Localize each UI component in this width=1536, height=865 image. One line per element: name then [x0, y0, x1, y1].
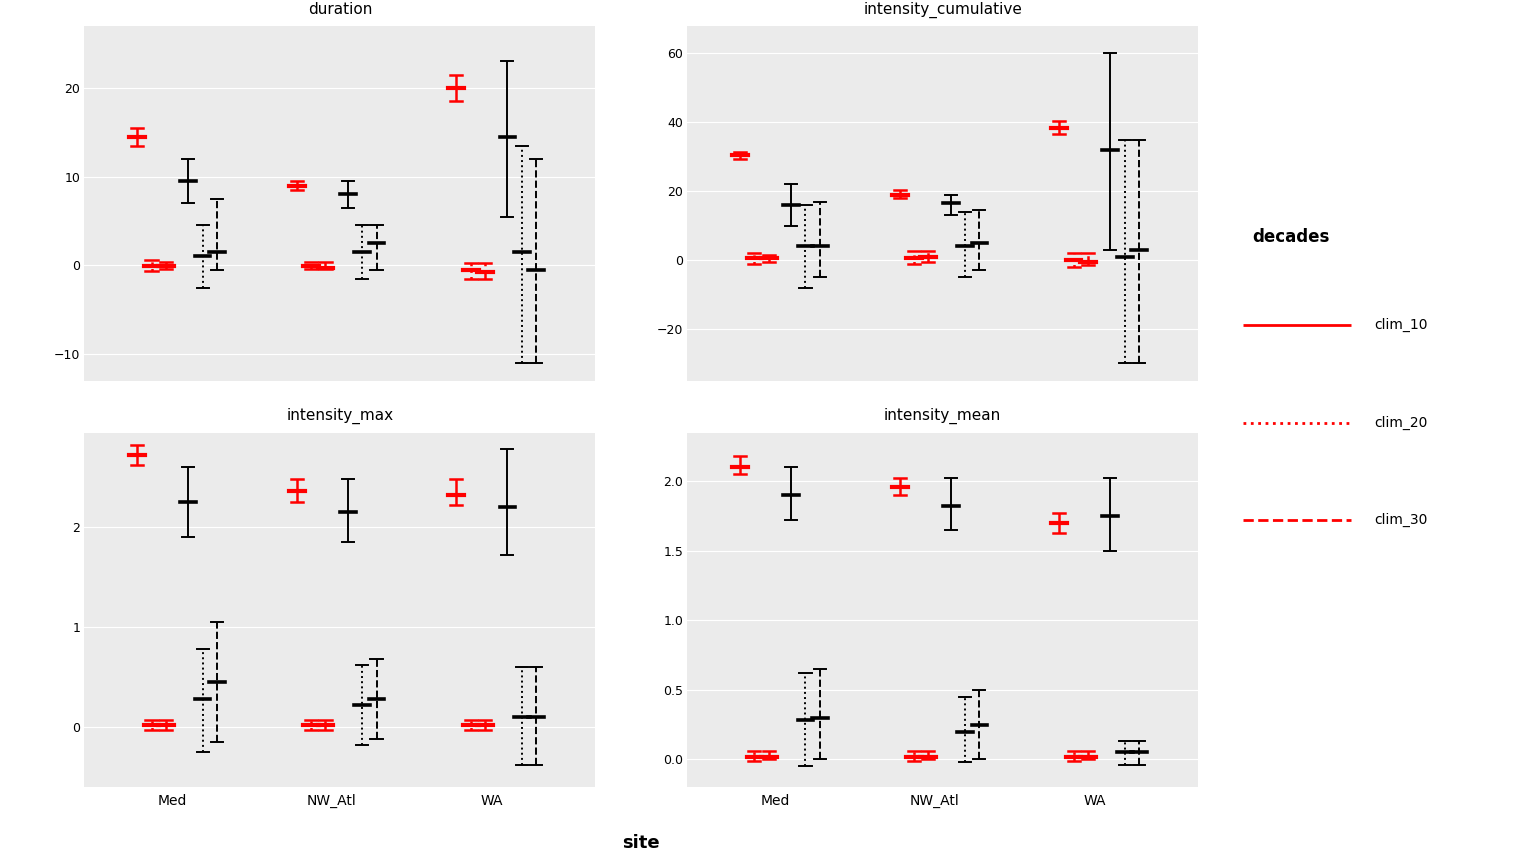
Text: intensity_cumulative: intensity_cumulative — [863, 2, 1021, 17]
Text: clim_10: clim_10 — [1375, 318, 1428, 332]
Text: site: site — [622, 834, 660, 852]
Text: decades: decades — [1252, 227, 1330, 246]
Text: clim_20: clim_20 — [1375, 415, 1428, 430]
Text: intensity_max: intensity_max — [286, 408, 393, 424]
Text: duration: duration — [307, 2, 372, 17]
Text: intensity_mean: intensity_mean — [885, 408, 1001, 424]
Text: clim_30: clim_30 — [1375, 513, 1428, 527]
